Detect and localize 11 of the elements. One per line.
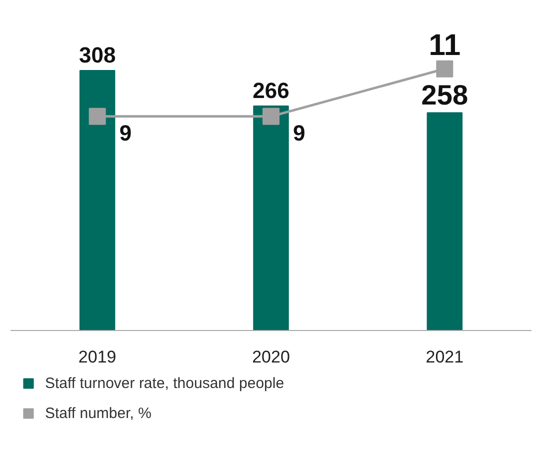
data-label: 266 bbox=[252, 78, 290, 103]
data-label: 11 bbox=[428, 28, 461, 62]
x-tick-label: 2020 bbox=[252, 348, 290, 366]
data-label: 308 bbox=[78, 42, 116, 68]
data-label: 9 bbox=[293, 120, 306, 146]
legend-label: Staff number, % bbox=[45, 404, 152, 422]
x-tick-label: 2019 bbox=[78, 348, 116, 366]
legend-label: Staff turnover rate, thousand people bbox=[45, 374, 284, 392]
x-tick-label: 2021 bbox=[426, 348, 464, 366]
data-label: 258 bbox=[421, 80, 468, 111]
data-label: 9 bbox=[119, 120, 132, 146]
